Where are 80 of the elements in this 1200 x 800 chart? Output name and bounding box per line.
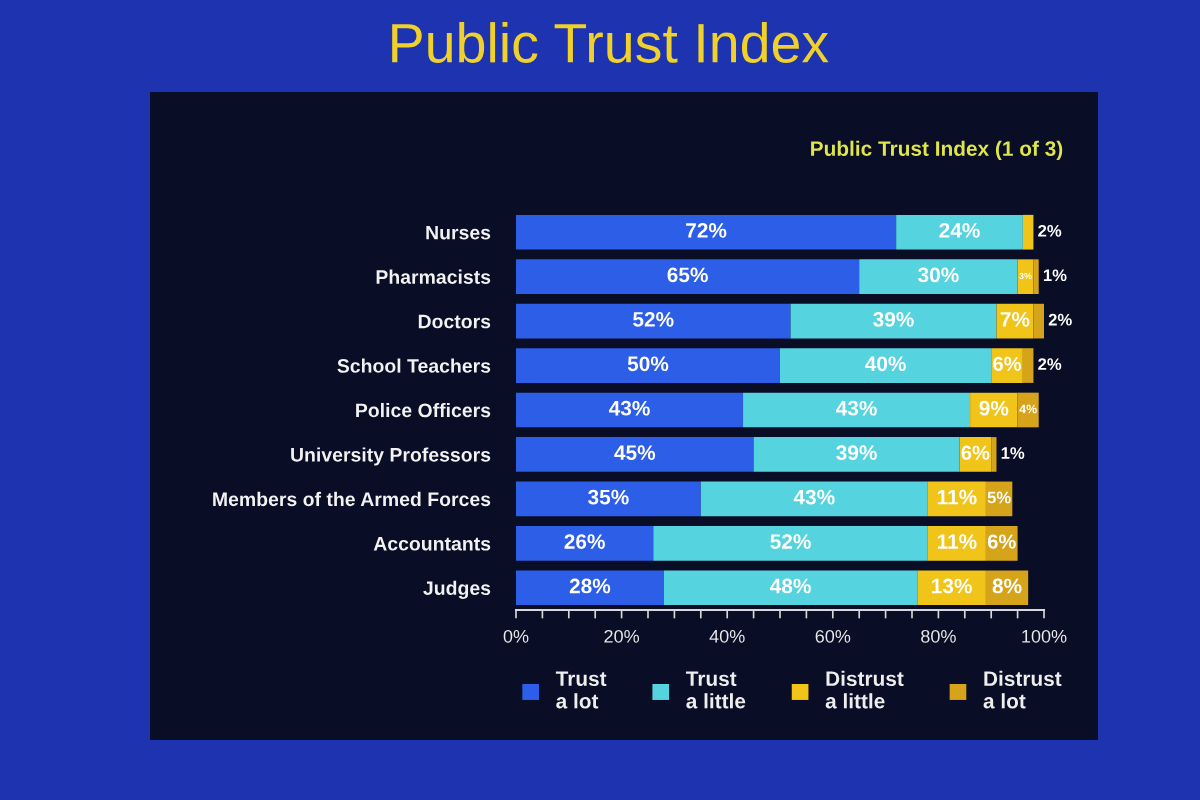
bar	[663, 570, 918, 606]
y-tick-label: Doctors	[418, 314, 491, 329]
bar	[516, 392, 744, 428]
y-tick-label: Members of the Armed Forces	[213, 491, 491, 507]
data-label: 72%	[686, 223, 727, 238]
bar	[1022, 214, 1034, 250]
legend-label: Distrust a little	[825, 670, 904, 709]
x-tick-label: 0%	[503, 629, 529, 643]
bar	[743, 392, 971, 428]
data-label: 4%	[1019, 404, 1037, 414]
data-label: 35%	[588, 489, 629, 505]
data-label: 2%	[1038, 224, 1062, 237]
bar	[790, 303, 997, 339]
x-tick-label: 20%	[604, 629, 640, 643]
data-label: 11%	[937, 489, 977, 505]
data-label: 30%	[918, 267, 959, 283]
y-tick-label: Pharmacists	[376, 269, 491, 284]
bar	[516, 303, 791, 339]
x-tick-label: 100%	[1022, 629, 1067, 643]
data-label: 39%	[836, 445, 877, 461]
data-label: 6%	[987, 534, 1016, 549]
data-label: 11%	[937, 534, 977, 549]
chart-title: Public Trust Index	[392, 22, 829, 63]
data-label: 39%	[873, 311, 914, 327]
bar	[991, 437, 997, 472]
x-tick-label: 80%	[921, 629, 956, 643]
bar	[516, 481, 701, 517]
data-label: 2%	[1038, 358, 1062, 370]
bar	[859, 259, 1018, 294]
bar	[516, 526, 654, 561]
data-label: 1%	[1043, 269, 1067, 282]
data-label: 65%	[667, 267, 708, 283]
data-label: 40%	[865, 356, 906, 372]
bar	[516, 214, 897, 250]
data-label: 43%	[836, 400, 877, 416]
bar	[896, 214, 1023, 250]
bar	[1033, 259, 1039, 294]
data-label: 50%	[627, 356, 669, 372]
data-label: 28%	[569, 578, 611, 594]
legend-label: Trust a little	[685, 671, 746, 709]
x-tick-label: 60%	[815, 629, 851, 643]
bar	[780, 348, 992, 383]
bar	[1033, 303, 1044, 339]
y-tick-label: Judges	[423, 580, 491, 599]
data-label: 6%	[993, 356, 1022, 371]
y-tick-label: Accountants	[373, 537, 491, 551]
bar	[516, 570, 664, 606]
data-label: 7%	[1000, 312, 1030, 327]
y-tick-label: University Professors	[291, 447, 491, 466]
data-label: 45%	[614, 445, 656, 461]
data-label: 5%	[987, 491, 1011, 504]
data-label: 48%	[770, 578, 811, 594]
data-label: 2%	[1048, 313, 1072, 326]
y-tick-label: School Teachers	[337, 358, 491, 373]
data-label: 52%	[770, 534, 811, 549]
data-label: 13%	[932, 578, 972, 594]
legend-label: Trust a lot	[555, 671, 607, 709]
bar	[700, 481, 928, 517]
bar	[1022, 348, 1034, 383]
data-label: 43%	[793, 489, 835, 505]
legend-label: Distrust a lot	[983, 670, 1062, 709]
data-label: 24%	[939, 223, 980, 238]
data-label: 26%	[564, 534, 605, 549]
data-label: 6%	[961, 445, 990, 460]
data-label: 9%	[979, 400, 1009, 416]
bar	[653, 526, 928, 561]
data-label: 43%	[608, 400, 650, 416]
data-label: 3%	[1019, 272, 1032, 280]
y-tick-label: Police Officers	[356, 402, 491, 418]
chart-subtitle: Public Trust Index (1 of 3)	[811, 140, 1063, 161]
bar	[917, 570, 986, 606]
bar	[516, 259, 860, 294]
data-label: 52%	[633, 311, 674, 327]
bar	[753, 437, 960, 472]
bar	[516, 348, 780, 383]
data-label: 8%	[992, 578, 1022, 594]
bar	[516, 437, 754, 472]
x-tick-label: 40%	[709, 629, 745, 643]
y-tick-label: Nurses	[426, 225, 491, 240]
data-label: 1%	[1001, 447, 1025, 459]
